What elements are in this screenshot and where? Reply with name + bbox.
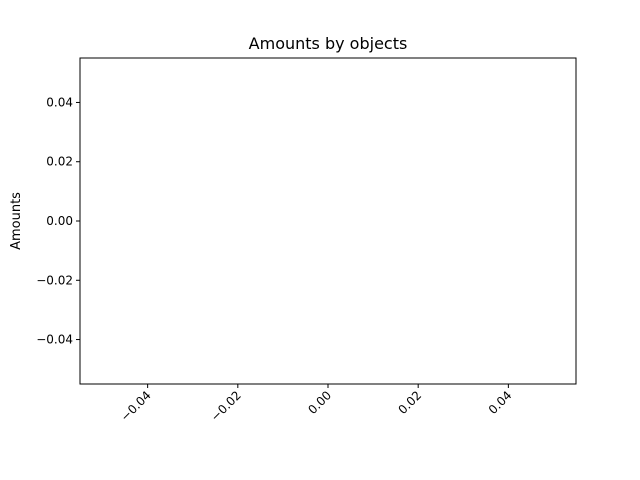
x-axis-ticks: −0.04 −0.02 0.00 0.02 0.04 — [118, 384, 515, 424]
y-tick-label: 0.04 — [46, 95, 73, 109]
chart-title: Amounts by objects — [249, 34, 408, 53]
plot-area — [79, 57, 577, 385]
y-axis-ticks: 0.04 0.02 0.00 −0.02 −0.04 — [36, 95, 80, 347]
x-tick-label: 0.00 — [305, 388, 334, 417]
x-tick-label: 0.04 — [486, 388, 515, 417]
y-tick-label: 0.00 — [46, 214, 73, 228]
y-tick-label: −0.02 — [36, 273, 73, 287]
y-tick-label: 0.02 — [46, 155, 73, 169]
y-axis-label: Amounts — [9, 192, 24, 250]
x-tick-label: 0.02 — [396, 388, 425, 417]
y-tick-label: −0.04 — [36, 333, 73, 347]
x-tick-label: −0.04 — [118, 388, 154, 424]
x-tick-label: −0.02 — [208, 388, 244, 424]
